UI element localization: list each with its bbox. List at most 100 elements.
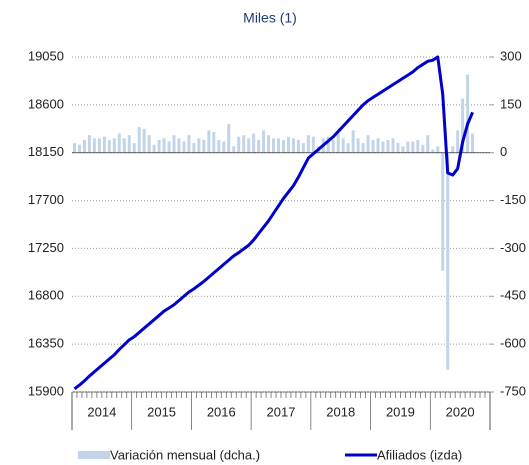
bar <box>466 74 470 153</box>
bar <box>107 139 111 153</box>
bar <box>396 143 400 153</box>
x-tick-label: 2018 <box>326 404 355 419</box>
bar <box>192 143 196 153</box>
bar <box>112 138 116 153</box>
bar <box>87 135 91 153</box>
bar <box>381 141 385 153</box>
bar <box>252 133 256 153</box>
bar <box>97 138 101 153</box>
bar <box>202 139 206 153</box>
legend-swatch <box>78 451 110 459</box>
x-tick-label: 2015 <box>147 404 176 419</box>
bar <box>291 138 295 153</box>
line <box>73 55 474 391</box>
legend-label: Afiliados (izda) <box>377 447 462 462</box>
x-tick-label: 2014 <box>87 404 116 419</box>
bar <box>127 135 131 153</box>
y2-tick-label: -750 <box>500 383 526 398</box>
bar <box>281 139 285 153</box>
bar <box>167 141 171 153</box>
bar <box>122 138 126 153</box>
bar <box>306 135 310 153</box>
bar <box>182 141 186 153</box>
bar <box>361 143 365 153</box>
bar <box>301 143 305 153</box>
bar <box>267 135 271 153</box>
bar <box>391 138 395 153</box>
bar <box>142 128 146 153</box>
bar <box>456 130 460 153</box>
bar <box>436 146 440 153</box>
x-tick-label: 2017 <box>267 404 296 419</box>
y-tick-label: 18150 <box>28 144 64 159</box>
bar <box>137 127 141 153</box>
bar <box>426 135 430 153</box>
legend-label: Variación mensual (dcha.) <box>110 447 260 462</box>
bar <box>212 131 216 153</box>
bar <box>217 139 221 153</box>
bar <box>272 138 276 153</box>
bar <box>446 152 450 370</box>
bar <box>82 139 86 153</box>
y2-tick-label: -450 <box>500 288 526 303</box>
bar <box>247 138 251 153</box>
bar <box>366 135 370 153</box>
bar <box>197 138 201 153</box>
bar <box>222 141 226 153</box>
bar <box>172 135 176 153</box>
y-tick-label: 16800 <box>28 288 64 303</box>
bar <box>441 152 445 271</box>
bar <box>341 138 345 153</box>
y2-tick-label: 150 <box>500 96 522 111</box>
y-tick-label: 15900 <box>28 383 64 398</box>
bar <box>132 143 136 153</box>
bar <box>152 144 156 153</box>
x-tick-label: 2019 <box>386 404 415 419</box>
bar <box>461 98 465 153</box>
bar <box>157 139 161 153</box>
y-tick-label: 17250 <box>28 240 64 255</box>
y2-tick-label: -600 <box>500 336 526 351</box>
y-tick-label: 17700 <box>28 192 64 207</box>
bar <box>242 135 246 153</box>
bar <box>117 133 121 153</box>
bar <box>237 136 241 153</box>
y-tick-label: 16350 <box>28 336 64 351</box>
y2-tick-label: -150 <box>500 192 526 207</box>
bar <box>72 143 76 153</box>
bar <box>207 130 211 153</box>
bar <box>232 146 236 153</box>
bar <box>102 136 106 153</box>
bar <box>257 139 261 153</box>
bar <box>371 139 375 153</box>
bar <box>471 133 475 153</box>
bar <box>386 139 390 153</box>
y-tick-label: 19050 <box>28 48 64 63</box>
bar <box>406 141 410 153</box>
bar <box>411 141 415 153</box>
bar <box>421 144 425 153</box>
bar <box>431 149 435 153</box>
bar <box>286 136 290 153</box>
bar <box>92 138 96 153</box>
bar <box>401 146 405 153</box>
bar <box>336 133 340 153</box>
bar <box>351 130 355 153</box>
bar <box>311 136 315 153</box>
bar <box>326 136 330 153</box>
bar <box>77 144 81 153</box>
bar <box>162 138 166 153</box>
bar <box>451 146 455 153</box>
bar <box>227 124 231 153</box>
y2-tick-label: 0 <box>500 144 507 159</box>
bar <box>376 138 380 153</box>
bar <box>331 139 335 153</box>
bar <box>277 138 281 153</box>
y2-tick-label: -300 <box>500 240 526 255</box>
y2-tick-label: 300 <box>500 48 522 63</box>
bar <box>346 143 350 153</box>
bar <box>177 138 181 153</box>
bar <box>187 135 191 153</box>
chart-title: Miles (1) <box>243 10 297 26</box>
